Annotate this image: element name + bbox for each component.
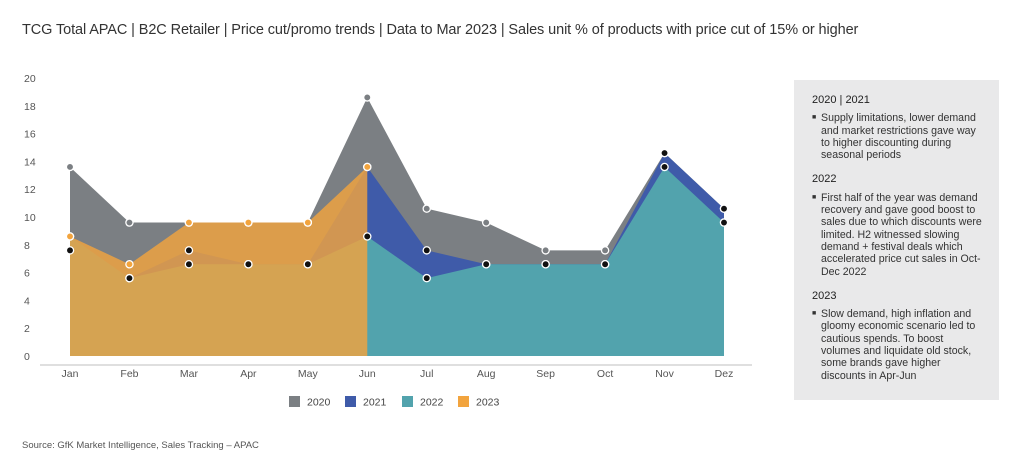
point-2020-Jul — [422, 204, 431, 213]
point-2021-Jul — [422, 246, 431, 255]
point-2020-Feb — [125, 218, 134, 227]
note-heading: 2020 | 2021 — [812, 94, 870, 106]
point-2022-Jul — [422, 273, 431, 283]
y-tick-label: 6 — [24, 268, 30, 280]
x-tick-label: Nov — [655, 368, 674, 380]
y-tick-label: 8 — [24, 240, 30, 252]
legend-label-2022: 2022 — [420, 397, 444, 409]
legend: 2020 2021 2022 2023 — [289, 396, 500, 409]
point-2023-Feb — [125, 260, 134, 269]
bullet-icon: ■ — [812, 193, 817, 201]
legend-swatch-2023 — [458, 396, 469, 407]
bullet-icon: ■ — [812, 310, 817, 318]
x-tick-label: Oct — [597, 368, 613, 380]
legend-swatch-2022 — [402, 396, 413, 407]
y-tick-label: 18 — [24, 101, 36, 113]
note-heading: 2023 — [812, 289, 837, 302]
y-tick-label: 20 — [24, 73, 36, 85]
y-tick-label: 12 — [24, 184, 36, 196]
point-2020-Jun — [363, 93, 372, 102]
note-block-2: 2023 ■ Slow demand, high inflation and gl… — [812, 290, 985, 382]
x-tick-label: Jul — [420, 368, 433, 380]
legend-swatch-2020 — [289, 396, 300, 407]
point-2023-Apr — [244, 218, 253, 227]
y-tick-label: 16 — [24, 129, 36, 141]
legend-label-2020: 2020 — [307, 397, 331, 409]
x-tick-label: Jan — [62, 368, 79, 380]
y-axis: 0 2 4 6 8 10 12 14 16 18 20 — [24, 73, 36, 363]
y-tick-label: 0 — [24, 351, 30, 363]
x-tick-label: Mar — [180, 368, 199, 380]
point-2021-Nov — [660, 148, 669, 158]
legend-label-2021: 2021 — [363, 397, 387, 409]
x-tick-label: Feb — [120, 368, 138, 380]
series-areas — [70, 97, 724, 357]
area-series-2023 — [70, 166, 368, 356]
point-2021-Jan — [65, 246, 75, 255]
y-tick-label: 4 — [24, 295, 30, 307]
point-2022-May — [303, 260, 313, 269]
x-tick-label: May — [298, 368, 319, 380]
point-2023-Mar — [184, 218, 194, 227]
note-block-0: 2020 | 2021 ■ Supply limitations, lower d… — [812, 94, 985, 161]
point-2021-Dez — [719, 204, 729, 213]
point-2020-Jan — [65, 162, 75, 172]
y-tick-label: 2 — [24, 323, 30, 335]
x-tick-label: Aug — [477, 368, 496, 380]
point-2022-Feb — [125, 273, 134, 283]
note-heading: 2022 — [812, 173, 837, 186]
x-tick-label: Jun — [359, 368, 376, 380]
point-2022-Nov — [660, 162, 669, 172]
series-points — [65, 93, 729, 283]
point-2022-Mar — [184, 260, 194, 269]
notes-panel: 2020 | 2021 ■ Supply limitations, lower d… — [794, 80, 999, 400]
point-2022-Jun — [363, 232, 372, 241]
point-2023-Jun — [363, 162, 372, 172]
x-axis: Jan Feb Mar Apr May Jun Jul Aug Sep Oct Nov Dez — [62, 368, 734, 380]
note-block-1: 2022 ■ First half of the year was demand … — [812, 173, 985, 277]
bullet-icon: ■ — [812, 114, 817, 122]
point-2020-Oct — [600, 246, 610, 255]
point-2022-Aug — [481, 260, 491, 269]
y-tick-label: 10 — [24, 212, 36, 224]
point-2023-May — [303, 218, 313, 227]
note-text: Slow demand, high inflation and gloomy e… — [821, 308, 976, 382]
point-2021-Mar — [184, 246, 194, 255]
x-tick-label: Dez — [715, 368, 734, 380]
point-2020-Sep — [541, 246, 550, 255]
point-2022-Dez — [719, 218, 729, 227]
chart-title: TCG Total APAC | B2C Retailer | Price cu… — [22, 22, 859, 38]
point-2022-Oct — [600, 260, 610, 269]
x-tick-label: Sep — [536, 368, 555, 380]
legend-label-2023: 2023 — [476, 397, 500, 409]
area-chart: 0 2 4 6 8 10 12 14 16 18 20 Jan Feb Mar Apr May Jun Jul A… — [24, 73, 752, 409]
legend-swatch-2021 — [345, 396, 356, 407]
x-tick-label: Apr — [240, 368, 257, 380]
point-2023-Jan — [65, 232, 75, 241]
y-tick-label: 14 — [24, 156, 36, 168]
note-text: Supply limitations, lower demand and mar… — [821, 112, 976, 162]
point-2020-Aug — [481, 218, 491, 227]
point-2022-Sep — [541, 260, 550, 269]
note-text: First half of the year was demand recove… — [821, 191, 982, 278]
source-note: Source: GfK Market Intelligence, Sales T… — [22, 440, 259, 451]
point-2022-Apr — [244, 260, 253, 269]
